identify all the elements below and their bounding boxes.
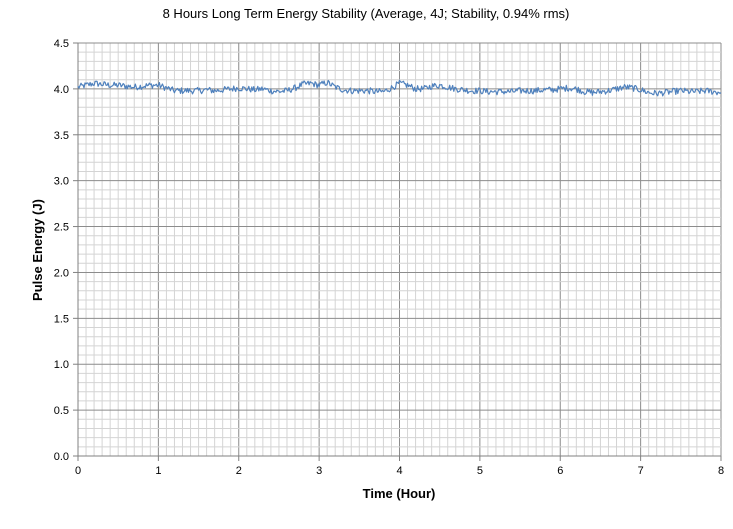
y-tick-label: 1.5 bbox=[54, 313, 69, 325]
x-tick-label: 4 bbox=[396, 465, 402, 477]
x-tick-label: 1 bbox=[155, 465, 161, 477]
plot-area: 0.0 0.5 1.0 1.5 2.0 2.5 3.0 3.5 4.0 4.5 0 1 2 3 4 5 6 7 8 bbox=[54, 38, 724, 477]
y-tick-label: 0.0 bbox=[54, 451, 69, 463]
x-tick-label: 8 bbox=[718, 465, 724, 477]
y-tick-label: 4.5 bbox=[54, 38, 69, 50]
y-tick-label: 2.0 bbox=[54, 267, 69, 279]
y-tick-label: 3.5 bbox=[54, 130, 69, 142]
x-tick-label: 6 bbox=[557, 465, 563, 477]
series-line bbox=[77, 79, 722, 97]
y-tick-label: 1.0 bbox=[54, 359, 69, 371]
y-tick-label: 3.0 bbox=[54, 176, 69, 188]
x-tick-label: 7 bbox=[638, 465, 644, 477]
y-tick-label: 4.0 bbox=[54, 84, 69, 96]
y-axis-label: Pulse Energy (J) bbox=[30, 199, 45, 301]
x-axis-label: Time (Hour) bbox=[363, 486, 436, 501]
x-tick-label: 3 bbox=[316, 465, 322, 477]
x-tick-label: 0 bbox=[75, 465, 81, 477]
y-tick-label: 0.5 bbox=[54, 405, 69, 417]
y-tick-label: 2.5 bbox=[54, 222, 69, 234]
x-tick-label: 5 bbox=[477, 465, 483, 477]
chart-title: 8 Hours Long Term Energy Stability (Aver… bbox=[163, 6, 570, 21]
x-tick-label: 2 bbox=[236, 465, 242, 477]
